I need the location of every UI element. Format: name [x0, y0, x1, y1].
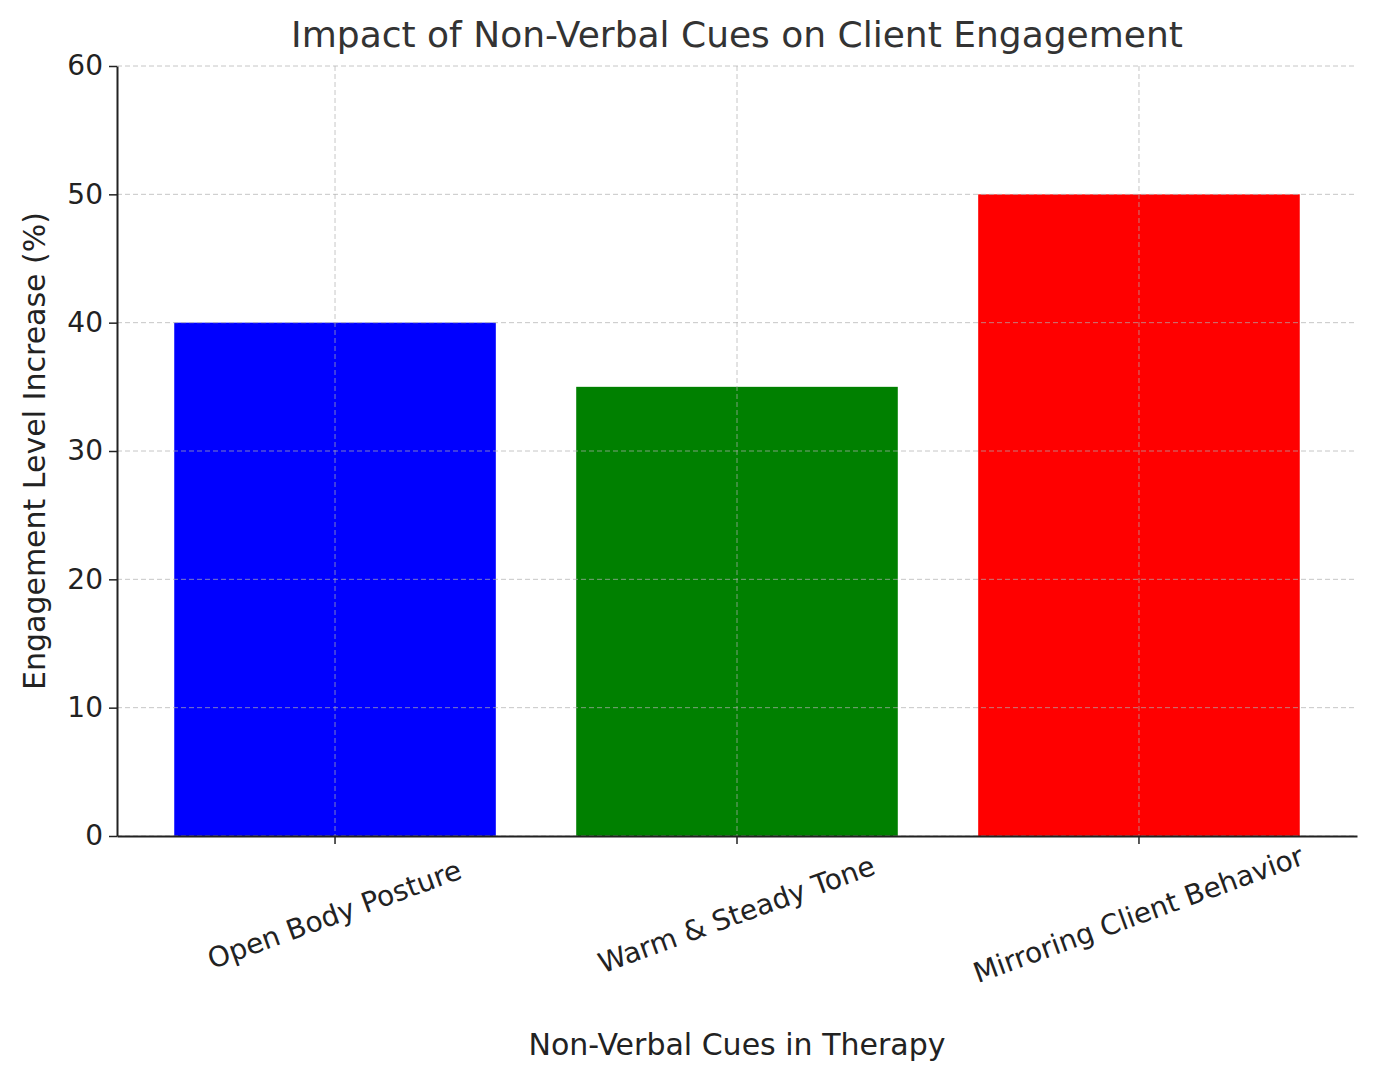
x-tick-label: Mirroring Client Behavior	[969, 839, 1309, 990]
y-tick: 10	[67, 691, 117, 724]
chart: 0 10 20 30 40 50 60 Open Body Posture Warm & Ste…	[0, 0, 1376, 1083]
y-tick: 30	[67, 434, 117, 467]
y-tick-mark	[109, 707, 117, 709]
grid-line	[1138, 66, 1139, 836]
x-axis: Open Body Posture Warm & Steady Tone Mirro…	[118, 836, 1358, 990]
y-axis-title: Engagement Level Increase (%)	[17, 212, 52, 690]
x-tick: Mirroring Client Behavior	[969, 836, 1309, 990]
x-tick-mark	[1138, 836, 1140, 844]
y-tick-mark	[109, 194, 117, 196]
y-tick-label: 50	[67, 178, 103, 211]
x-tick: Open Body Posture	[203, 836, 466, 976]
grid-line	[737, 66, 738, 836]
y-axis: 0 10 20 30 40 50 60	[67, 49, 117, 852]
y-tick-label: 20	[67, 563, 103, 596]
grid-line	[335, 66, 336, 836]
y-tick-mark	[109, 579, 117, 581]
y-tick: 40	[67, 306, 117, 339]
grid	[117, 66, 1357, 836]
chart-title: Impact of Non-Verbal Cues on Client Enga…	[291, 14, 1183, 55]
y-tick-label: 60	[67, 49, 103, 82]
y-tick-mark	[109, 66, 117, 68]
y-tick: 0	[85, 819, 117, 852]
y-tick-mark	[109, 322, 117, 324]
y-tick: 60	[67, 49, 117, 82]
y-tick: 20	[67, 563, 117, 596]
y-tick-mark	[109, 451, 117, 453]
y-tick: 50	[67, 178, 117, 211]
y-tick-label: 30	[67, 434, 103, 467]
x-axis-title: Non-Verbal Cues in Therapy	[529, 1027, 946, 1062]
y-tick-label: 40	[67, 306, 103, 339]
x-tick-label: Warm & Steady Tone	[594, 849, 880, 980]
y-tick-label: 10	[67, 691, 103, 724]
y-tick-mark	[109, 836, 117, 838]
y-tick-label: 0	[85, 819, 103, 852]
x-tick-mark	[736, 836, 738, 844]
x-tick: Warm & Steady Tone	[594, 836, 880, 980]
x-tick-mark	[334, 836, 336, 844]
x-tick-label: Open Body Posture	[203, 853, 466, 976]
